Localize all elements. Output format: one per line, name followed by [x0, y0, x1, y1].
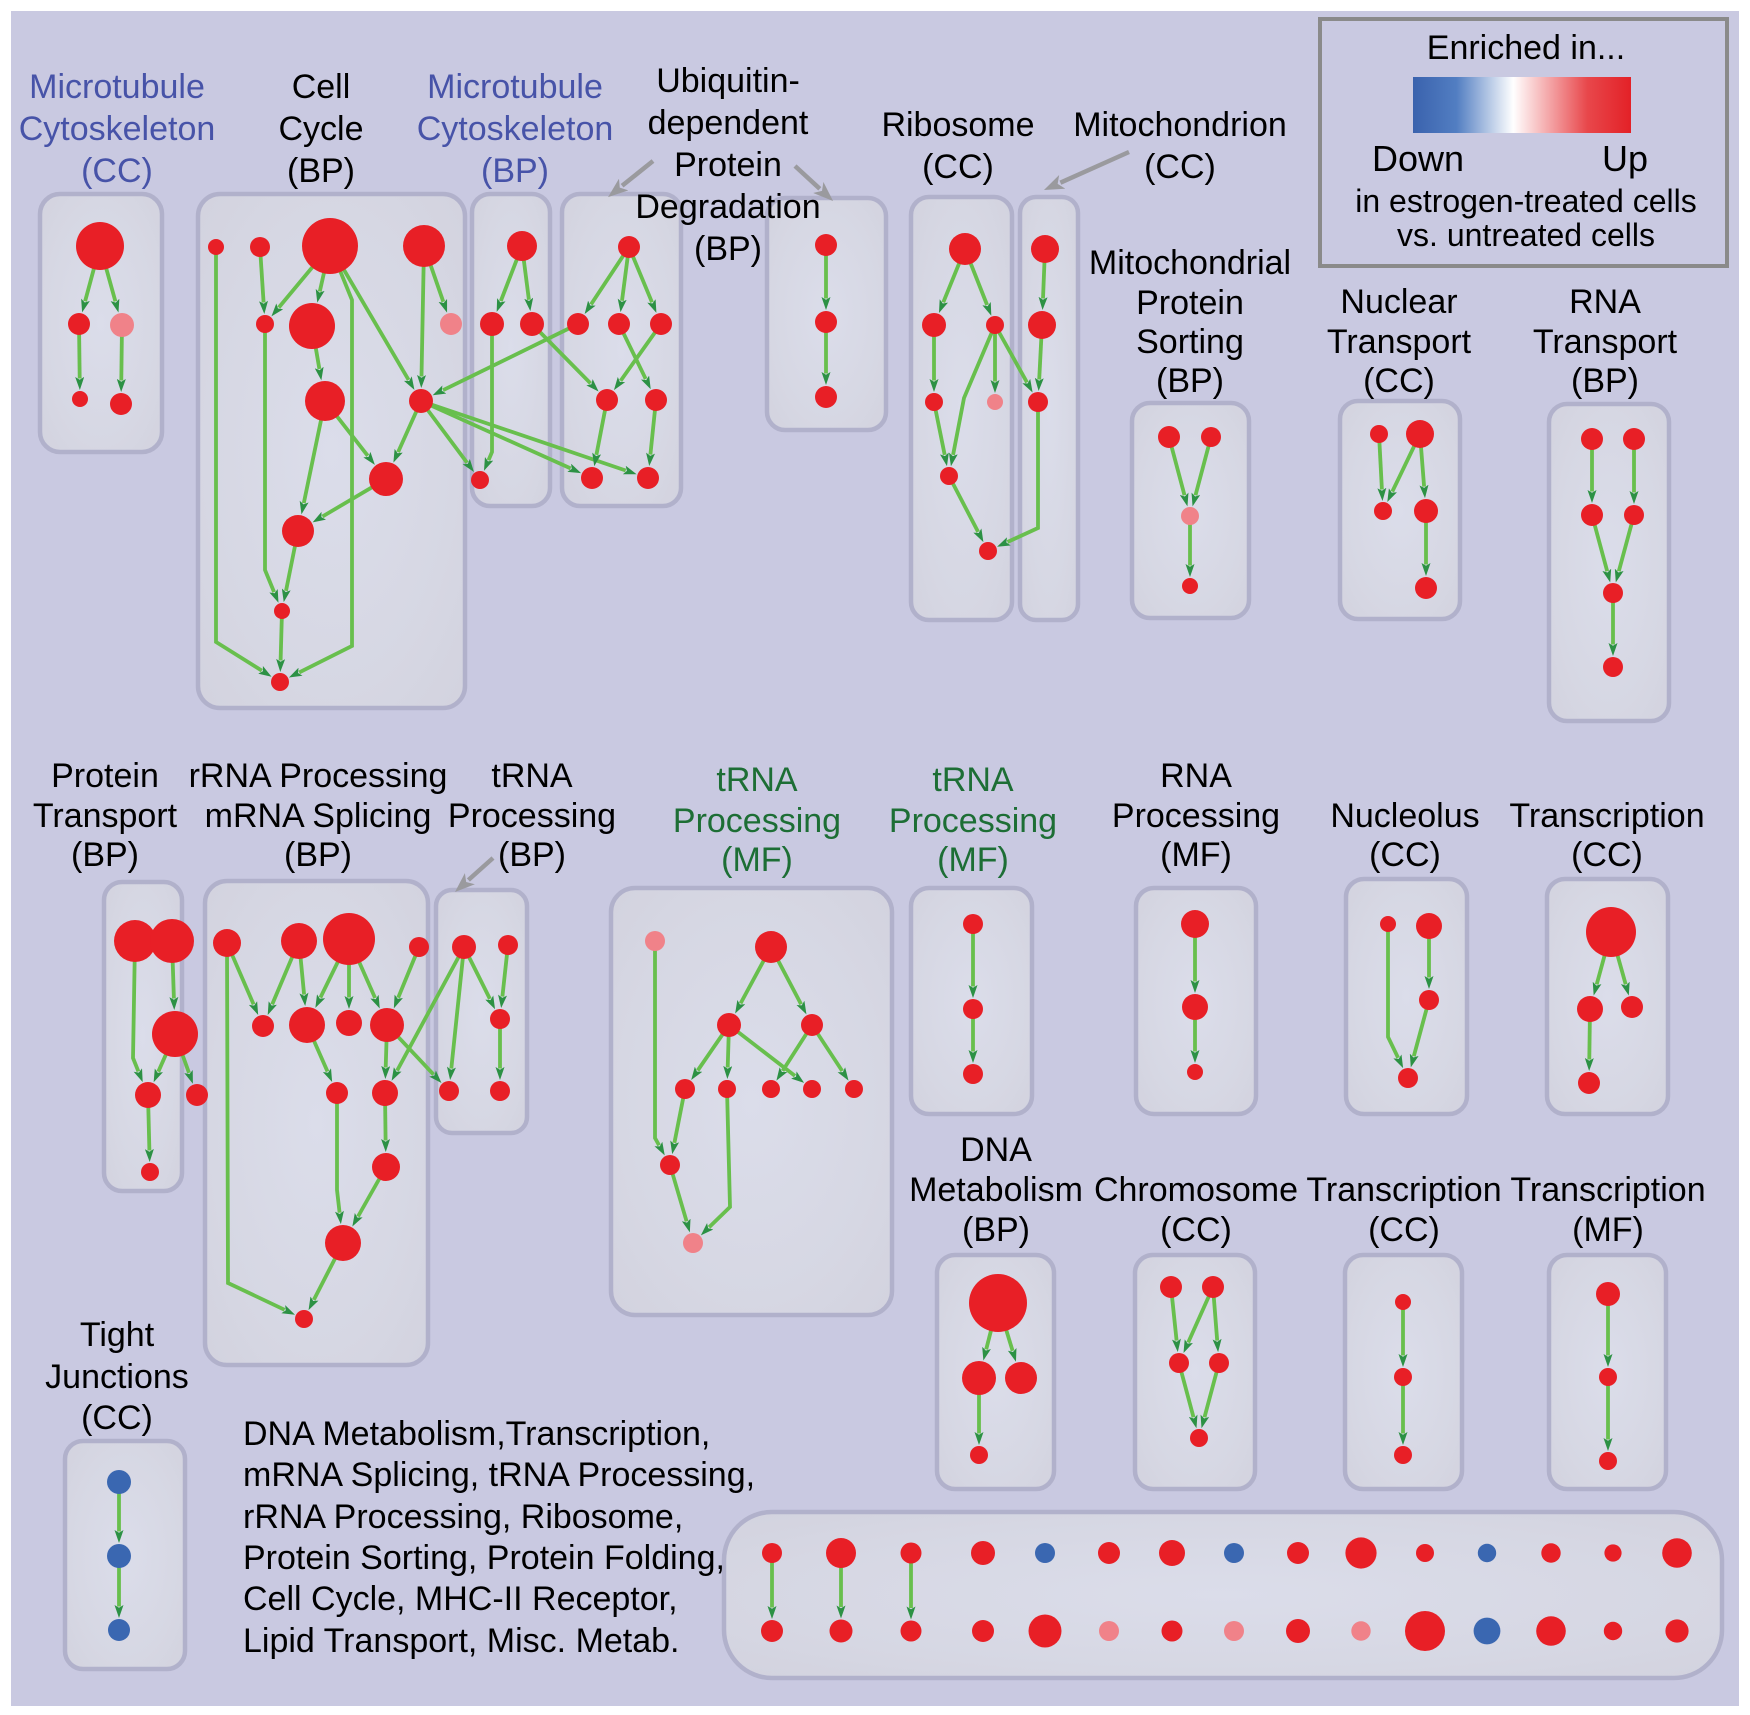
- svg-text:tRNA: tRNA: [716, 761, 798, 799]
- svg-text:Nuclear: Nuclear: [1340, 283, 1457, 321]
- svg-text:(CC): (CC): [1368, 1211, 1440, 1249]
- svg-text:(BP): (BP): [1156, 362, 1224, 400]
- svg-text:Transport: Transport: [1533, 323, 1678, 361]
- svg-text:(BP): (BP): [71, 836, 139, 874]
- svg-text:(BP): (BP): [694, 230, 762, 268]
- svg-text:Degradation: Degradation: [635, 188, 820, 226]
- svg-text:Cytoskeleton: Cytoskeleton: [417, 110, 614, 148]
- svg-text:tRNA: tRNA: [491, 757, 573, 795]
- svg-text:(MF): (MF): [721, 841, 793, 879]
- svg-text:Metabolism: Metabolism: [909, 1171, 1083, 1209]
- svg-text:Up: Up: [1602, 138, 1648, 179]
- svg-text:Sorting: Sorting: [1136, 323, 1244, 361]
- svg-text:Junctions: Junctions: [45, 1358, 189, 1396]
- svg-text:Tight: Tight: [80, 1316, 155, 1354]
- svg-text:dependent: dependent: [648, 104, 809, 142]
- svg-text:DNA: DNA: [960, 1131, 1032, 1169]
- svg-text:(CC): (CC): [1369, 836, 1441, 874]
- svg-text:(CC): (CC): [1144, 148, 1216, 186]
- svg-text:vs. untreated cells: vs. untreated cells: [1397, 217, 1655, 253]
- svg-text:Transport: Transport: [33, 797, 178, 835]
- svg-text:Chromosome: Chromosome: [1094, 1171, 1298, 1209]
- svg-text:(CC): (CC): [1571, 836, 1643, 874]
- svg-text:tRNA: tRNA: [932, 761, 1014, 799]
- svg-text:(BP): (BP): [287, 152, 355, 190]
- svg-text:(CC): (CC): [81, 1399, 153, 1437]
- svg-text:Protein: Protein: [1136, 284, 1244, 322]
- svg-text:(MF): (MF): [937, 841, 1009, 879]
- svg-text:(CC): (CC): [922, 148, 994, 186]
- svg-text:(BP): (BP): [962, 1211, 1030, 1249]
- svg-text:Transcription: Transcription: [1509, 797, 1704, 835]
- svg-text:Nucleolus: Nucleolus: [1330, 797, 1479, 835]
- svg-text:Cell Cycle, MHC-II Receptor,: Cell Cycle, MHC-II Receptor,: [243, 1580, 678, 1618]
- svg-text:Transcription: Transcription: [1510, 1171, 1705, 1209]
- svg-text:(CC): (CC): [1160, 1211, 1232, 1249]
- svg-text:mRNA Splicing: mRNA Splicing: [205, 797, 432, 835]
- svg-text:(BP): (BP): [498, 836, 566, 874]
- svg-text:RNA: RNA: [1160, 757, 1232, 795]
- svg-text:Cytoskeleton: Cytoskeleton: [19, 110, 216, 148]
- svg-text:Down: Down: [1372, 138, 1464, 179]
- svg-text:Ribosome: Ribosome: [881, 106, 1034, 144]
- svg-text:Microtubule: Microtubule: [427, 68, 603, 106]
- svg-text:Transport: Transport: [1327, 323, 1472, 361]
- svg-text:Processing: Processing: [448, 797, 616, 835]
- svg-text:Processing: Processing: [673, 802, 841, 840]
- svg-text:Processing: Processing: [1112, 797, 1280, 835]
- svg-text:mRNA Splicing, tRNA Processing: mRNA Splicing, tRNA Processing,: [243, 1456, 755, 1494]
- svg-text:Microtubule: Microtubule: [29, 68, 205, 106]
- svg-text:(BP): (BP): [1571, 362, 1639, 400]
- svg-text:in estrogen-treated cells: in estrogen-treated cells: [1355, 183, 1697, 219]
- svg-text:DNA Metabolism,Transcription,: DNA Metabolism,Transcription,: [243, 1415, 710, 1453]
- svg-text:Cycle: Cycle: [278, 110, 363, 148]
- svg-text:Protein: Protein: [51, 757, 159, 795]
- svg-text:Transcription: Transcription: [1306, 1171, 1501, 1209]
- svg-text:(BP): (BP): [284, 836, 352, 874]
- svg-text:rRNA Processing, Ribosome,: rRNA Processing, Ribosome,: [243, 1498, 683, 1536]
- svg-text:(CC): (CC): [81, 152, 153, 190]
- svg-text:Mitochondrial: Mitochondrial: [1089, 244, 1291, 282]
- svg-text:(MF): (MF): [1160, 836, 1232, 874]
- svg-text:rRNA Processing: rRNA Processing: [189, 757, 448, 795]
- svg-text:(CC): (CC): [1363, 362, 1435, 400]
- svg-text:Lipid Transport, Misc. Metab.: Lipid Transport, Misc. Metab.: [243, 1622, 680, 1660]
- svg-text:Cell: Cell: [292, 68, 351, 106]
- svg-text:Ubiquitin-: Ubiquitin-: [656, 62, 800, 100]
- svg-text:Protein: Protein: [674, 146, 782, 184]
- svg-text:(MF): (MF): [1572, 1211, 1644, 1249]
- svg-text:Protein Sorting, Protein Foldi: Protein Sorting, Protein Folding,: [243, 1539, 725, 1577]
- svg-text:(BP): (BP): [481, 152, 549, 190]
- svg-text:Mitochondrion: Mitochondrion: [1073, 106, 1287, 144]
- svg-text:Enriched in...: Enriched in...: [1427, 29, 1625, 67]
- svg-text:Processing: Processing: [889, 802, 1057, 840]
- svg-text:RNA: RNA: [1569, 283, 1641, 321]
